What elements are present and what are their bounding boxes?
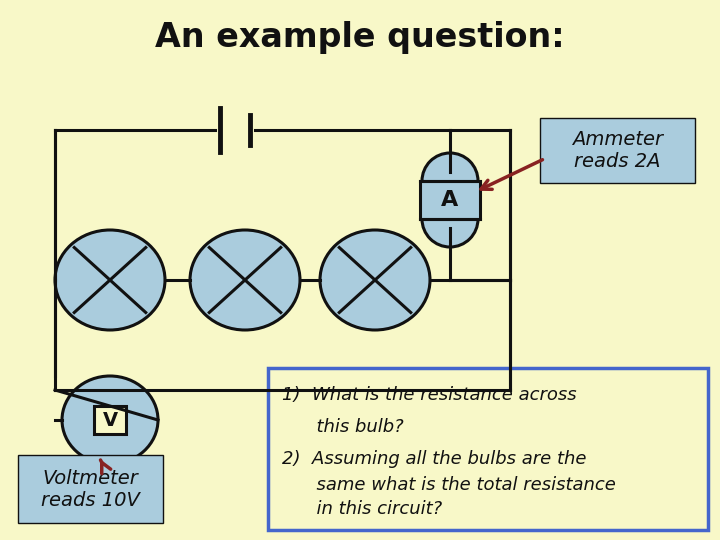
Bar <box>420 181 480 219</box>
Bar <box>94 406 126 434</box>
Circle shape <box>422 153 478 209</box>
Circle shape <box>422 191 478 247</box>
Ellipse shape <box>190 230 300 330</box>
Text: A: A <box>441 190 459 210</box>
Text: Ammeter
reads 2A: Ammeter reads 2A <box>572 130 663 171</box>
Bar <box>540 118 695 183</box>
Bar <box>268 368 708 530</box>
Ellipse shape <box>62 376 158 464</box>
Text: in this circuit?: in this circuit? <box>282 500 442 518</box>
Text: this bulb?: this bulb? <box>282 418 404 436</box>
Text: V: V <box>102 410 117 429</box>
Text: 1)  What is the resistance across: 1) What is the resistance across <box>282 386 577 404</box>
Text: 2)  Assuming all the bulbs are the: 2) Assuming all the bulbs are the <box>282 450 587 468</box>
Text: Voltmeter
reads 10V: Voltmeter reads 10V <box>41 469 140 510</box>
Text: An example question:: An example question: <box>156 22 564 55</box>
Ellipse shape <box>320 230 430 330</box>
Bar <box>18 455 163 523</box>
Ellipse shape <box>55 230 165 330</box>
Text: same what is the total resistance: same what is the total resistance <box>282 476 616 494</box>
